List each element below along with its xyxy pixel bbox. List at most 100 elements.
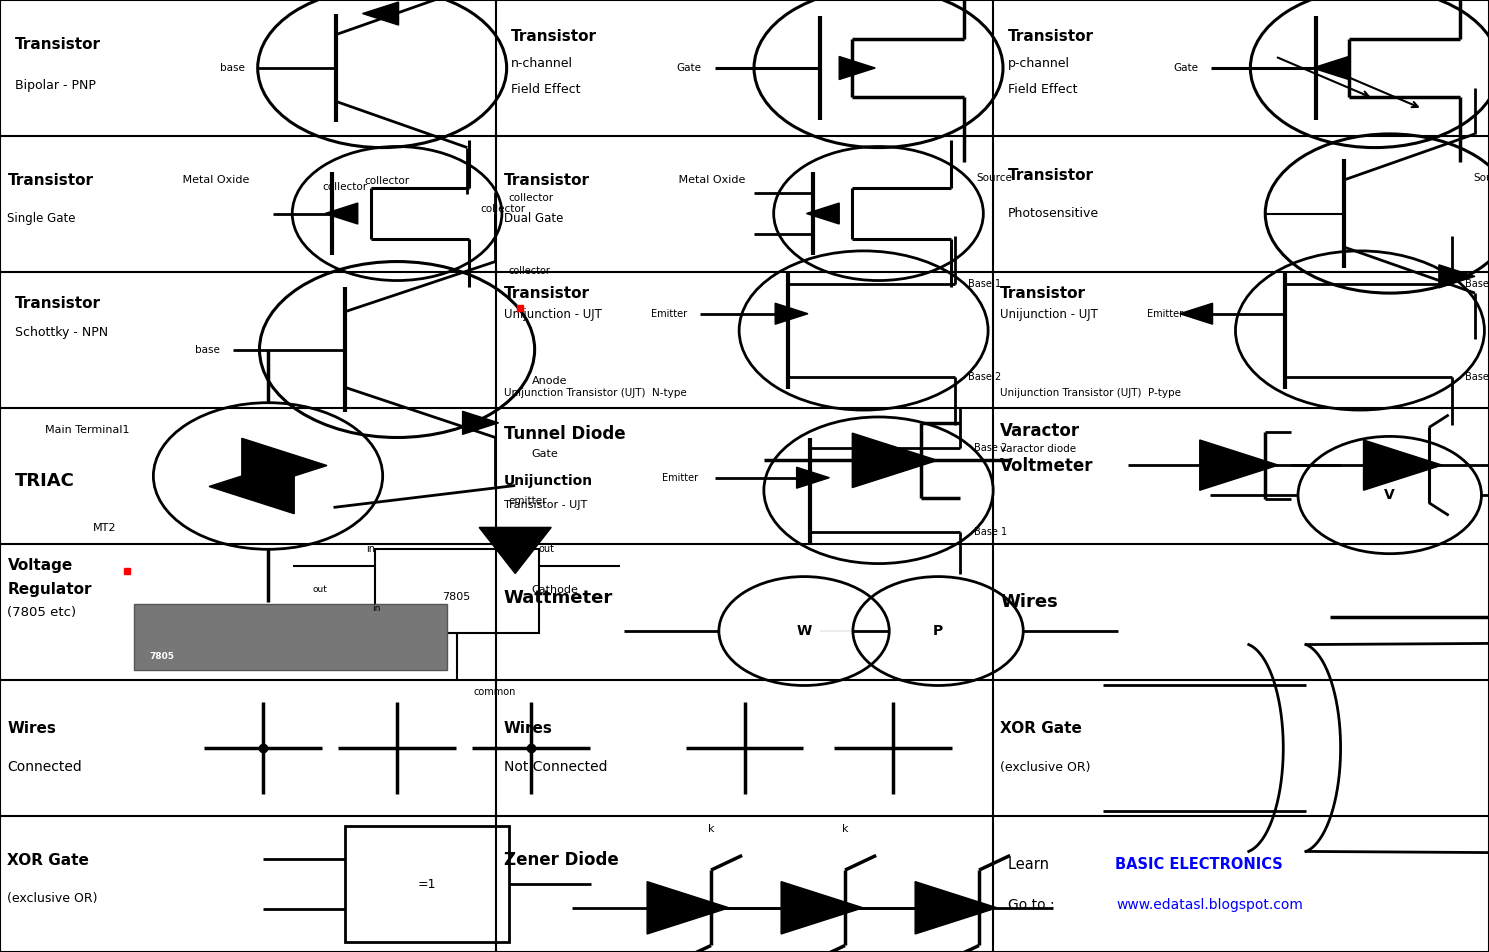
Text: Transistor: Transistor bbox=[7, 172, 94, 188]
Polygon shape bbox=[463, 411, 499, 434]
Text: XOR Gate: XOR Gate bbox=[1001, 722, 1083, 737]
Text: collector: collector bbox=[508, 193, 554, 203]
Text: Emitter: Emitter bbox=[651, 308, 686, 319]
Text: =1: =1 bbox=[417, 878, 436, 890]
Text: in: in bbox=[372, 605, 381, 613]
Text: Wattmeter: Wattmeter bbox=[503, 588, 613, 606]
Text: Transistor: Transistor bbox=[15, 37, 101, 51]
Text: W: W bbox=[797, 625, 812, 638]
Text: Emitter: Emitter bbox=[1147, 308, 1184, 319]
Text: Wires: Wires bbox=[1001, 593, 1057, 611]
Text: Field Effect: Field Effect bbox=[511, 84, 581, 96]
Text: V: V bbox=[1385, 488, 1395, 502]
Text: (exclusive OR): (exclusive OR) bbox=[1001, 761, 1090, 774]
Text: Voltmeter: Voltmeter bbox=[1001, 458, 1093, 475]
Text: Gate: Gate bbox=[532, 449, 558, 459]
Text: Emitter: Emitter bbox=[663, 473, 698, 483]
Text: Metal Oxide: Metal Oxide bbox=[179, 175, 249, 186]
Polygon shape bbox=[807, 203, 840, 224]
Text: XOR Gate: XOR Gate bbox=[7, 853, 89, 867]
Text: BASIC ELECTRONICS: BASIC ELECTRONICS bbox=[1115, 858, 1282, 872]
Text: Base 1: Base 1 bbox=[974, 527, 1007, 537]
Text: Transistor: Transistor bbox=[503, 172, 590, 188]
Polygon shape bbox=[776, 304, 809, 325]
Text: TRIAC: TRIAC bbox=[15, 472, 74, 489]
Polygon shape bbox=[325, 203, 357, 224]
Text: Transistor: Transistor bbox=[15, 296, 101, 311]
Text: Base 2: Base 2 bbox=[974, 444, 1007, 453]
Text: Wires: Wires bbox=[503, 722, 552, 737]
Text: Base 2: Base 2 bbox=[1465, 371, 1489, 382]
Text: Transistor - UJT: Transistor - UJT bbox=[503, 500, 587, 509]
Text: Gate: Gate bbox=[1173, 63, 1199, 73]
Text: Go to :: Go to : bbox=[1008, 898, 1054, 912]
Text: Transistor: Transistor bbox=[1001, 287, 1085, 301]
Polygon shape bbox=[797, 467, 829, 488]
Text: collector: collector bbox=[365, 176, 409, 187]
Text: Unijunction - UJT: Unijunction - UJT bbox=[1001, 308, 1097, 321]
Text: Zener Diode: Zener Diode bbox=[503, 851, 618, 869]
Text: in: in bbox=[366, 545, 375, 554]
Text: k: k bbox=[841, 824, 849, 835]
Text: out: out bbox=[313, 585, 328, 594]
Text: Dual Gate: Dual Gate bbox=[503, 211, 563, 225]
Text: Metal Oxide: Metal Oxide bbox=[675, 175, 746, 186]
Polygon shape bbox=[241, 438, 328, 493]
Text: common: common bbox=[474, 687, 515, 698]
Bar bbox=[134, 604, 447, 670]
Polygon shape bbox=[840, 56, 876, 80]
Text: Unijunction: Unijunction bbox=[503, 474, 593, 487]
Text: p-channel: p-channel bbox=[1008, 57, 1069, 69]
Text: Transistor: Transistor bbox=[503, 287, 590, 301]
Text: Unijunction Transistor (UJT)  P-type: Unijunction Transistor (UJT) P-type bbox=[1001, 388, 1181, 399]
Text: MT2: MT2 bbox=[92, 523, 116, 532]
Text: Cathode: Cathode bbox=[532, 585, 578, 595]
Text: Base 1: Base 1 bbox=[968, 279, 1002, 289]
Polygon shape bbox=[1200, 440, 1279, 490]
Text: Source: Source bbox=[977, 172, 1013, 183]
Text: Transistor: Transistor bbox=[1008, 30, 1093, 44]
Bar bbox=[345, 826, 509, 942]
Text: Varactor: Varactor bbox=[1001, 423, 1080, 440]
Text: Transistor: Transistor bbox=[511, 30, 597, 44]
Text: varactor diode: varactor diode bbox=[1001, 445, 1077, 454]
Text: Main Terminal1: Main Terminal1 bbox=[45, 426, 130, 435]
Text: collector: collector bbox=[322, 183, 368, 192]
Text: n-channel: n-channel bbox=[511, 57, 573, 69]
Polygon shape bbox=[1179, 304, 1212, 325]
Polygon shape bbox=[208, 459, 295, 514]
Text: Schottky - NPN: Schottky - NPN bbox=[15, 326, 109, 339]
Text: Learn: Learn bbox=[1008, 858, 1053, 872]
Text: base: base bbox=[220, 63, 244, 73]
Text: base: base bbox=[195, 345, 220, 354]
Text: Wires: Wires bbox=[7, 722, 57, 737]
Text: Photosensitive: Photosensitive bbox=[1008, 207, 1099, 220]
Text: Unijunction Transistor (UJT)  N-type: Unijunction Transistor (UJT) N-type bbox=[503, 388, 686, 399]
Polygon shape bbox=[479, 527, 551, 573]
Text: Not Connected: Not Connected bbox=[503, 760, 608, 774]
Polygon shape bbox=[1364, 440, 1443, 490]
Polygon shape bbox=[852, 433, 938, 487]
Bar bbox=[375, 549, 539, 633]
Text: Unijunction - UJT: Unijunction - UJT bbox=[503, 308, 602, 321]
Polygon shape bbox=[1438, 265, 1476, 288]
Text: (7805 etc): (7805 etc) bbox=[7, 605, 76, 619]
Text: (exclusive OR): (exclusive OR) bbox=[7, 892, 98, 904]
Text: Voltage: Voltage bbox=[7, 558, 73, 573]
Text: Bipolar - PNP: Bipolar - PNP bbox=[15, 79, 95, 91]
Text: Anode: Anode bbox=[532, 376, 567, 386]
Text: Connected: Connected bbox=[7, 760, 82, 774]
Text: Field Effect: Field Effect bbox=[1008, 84, 1077, 96]
Text: 7805: 7805 bbox=[442, 592, 471, 603]
Text: out: out bbox=[539, 545, 554, 554]
Text: P: P bbox=[934, 625, 943, 638]
Text: Regulator: Regulator bbox=[7, 582, 92, 597]
Polygon shape bbox=[916, 882, 998, 934]
Polygon shape bbox=[782, 882, 864, 934]
Text: Tunnel Diode: Tunnel Diode bbox=[503, 426, 625, 443]
Polygon shape bbox=[648, 882, 730, 934]
Text: Transistor: Transistor bbox=[1008, 168, 1093, 183]
Text: Source: Source bbox=[1473, 172, 1489, 183]
Text: k: k bbox=[707, 824, 715, 835]
Text: www.edatasl.blogspot.com: www.edatasl.blogspot.com bbox=[1117, 898, 1303, 912]
